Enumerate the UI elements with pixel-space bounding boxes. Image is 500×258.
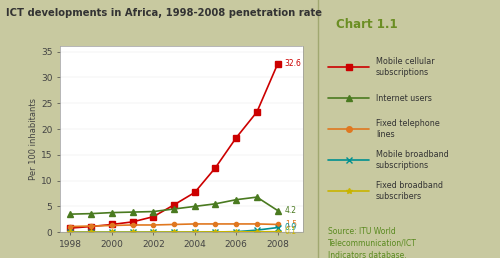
Text: Fixed telephone
lines: Fixed telephone lines — [376, 119, 440, 139]
Text: Fixed broadband
subscribers: Fixed broadband subscribers — [376, 181, 443, 201]
Text: 0.9: 0.9 — [285, 223, 297, 232]
Text: Source: ITU World
Telecommunication/ICT
Indicators database.: Source: ITU World Telecommunication/ICT … — [328, 227, 418, 258]
Text: 0.1: 0.1 — [285, 227, 297, 236]
Text: Internet users: Internet users — [376, 94, 432, 102]
Text: 32.6: 32.6 — [285, 60, 302, 68]
Y-axis label: Per 100 inhabitants: Per 100 inhabitants — [29, 98, 38, 180]
Text: 1.5: 1.5 — [285, 220, 297, 229]
Text: ICT developments in Africa, 1998-2008 penetration rate: ICT developments in Africa, 1998-2008 pe… — [6, 8, 322, 18]
Text: Mobile broadband
subscriptions: Mobile broadband subscriptions — [376, 150, 448, 170]
Text: 4.2: 4.2 — [285, 206, 297, 215]
Text: Mobile cellular
subscriptions: Mobile cellular subscriptions — [376, 57, 434, 77]
Text: Chart 1.1: Chart 1.1 — [336, 18, 398, 31]
